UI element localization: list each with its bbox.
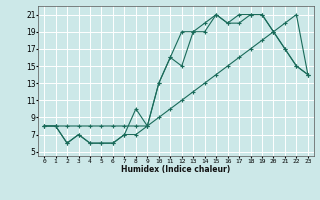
X-axis label: Humidex (Indice chaleur): Humidex (Indice chaleur): [121, 165, 231, 174]
